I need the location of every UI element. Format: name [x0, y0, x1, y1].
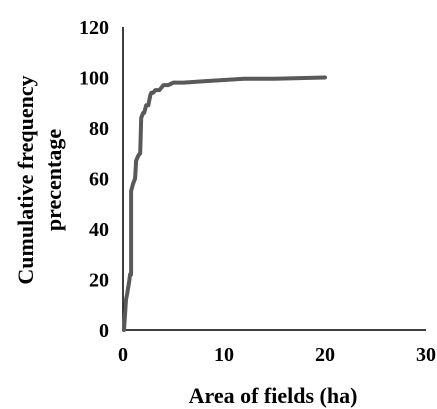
y-tick-label: 100 [79, 68, 109, 90]
y-tick-label: 40 [89, 219, 109, 241]
y-axis-title-line-1: Cumulative frequency [13, 75, 38, 284]
x-tick-label: 10 [214, 344, 234, 366]
tick-labels: 0 20 40 60 80 100 120 0 10 20 30 [79, 17, 436, 366]
y-tick-label: 0 [99, 320, 109, 342]
x-axis-title: Area of fields (ha) [189, 383, 358, 408]
x-tick-label: 0 [118, 344, 128, 366]
series-line [122, 75, 327, 332]
y-tick-label: 120 [79, 17, 109, 39]
series [122, 75, 327, 332]
y-tick-label: 80 [89, 118, 109, 140]
axes [122, 27, 426, 331]
x-tick-label: 30 [416, 344, 436, 366]
x-tick-label: 20 [315, 344, 335, 366]
y-tick-label: 60 [89, 169, 109, 191]
y-tick-label: 20 [89, 270, 109, 292]
y-axis-title-line-2: precentage [41, 129, 66, 231]
y-axis-title: Cumulative frequency precentage [13, 75, 66, 284]
